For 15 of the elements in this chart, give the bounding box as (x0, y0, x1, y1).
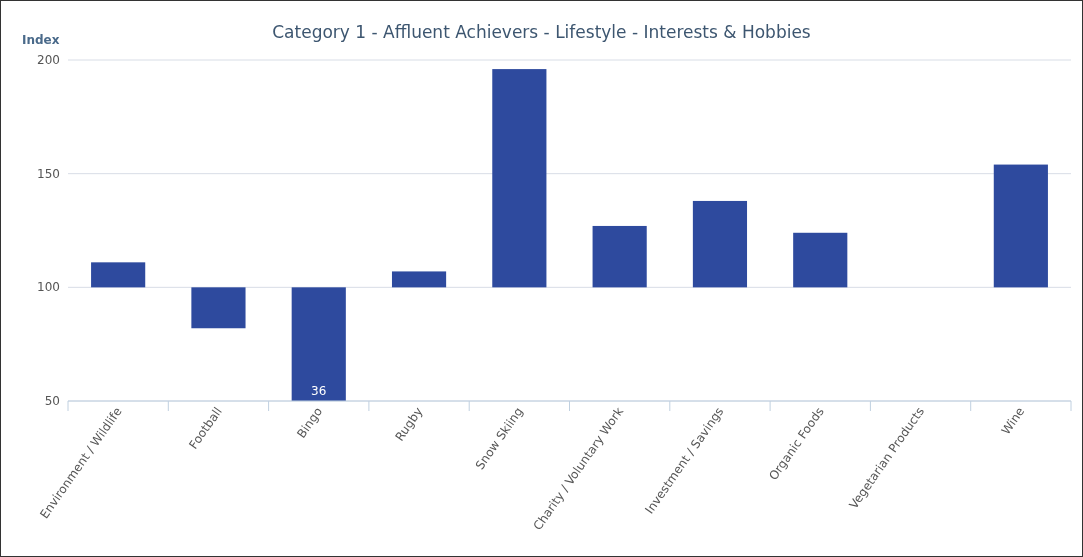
bar (391, 271, 447, 288)
bar (692, 200, 748, 288)
bar (592, 225, 647, 288)
y-tick-label: 100 (37, 280, 60, 295)
bar (492, 69, 547, 288)
y-tick-label: 200 (37, 53, 60, 67)
bar (793, 232, 848, 288)
data-label: 36 (311, 384, 327, 398)
bar (191, 287, 246, 329)
bar (993, 164, 1048, 288)
y-tick-label: 50 (44, 394, 60, 408)
bar (91, 262, 146, 288)
chart-title: Category 1 - Affluent Achievers - Lifestyle - Interests & Hobbies (272, 22, 811, 42)
y-axis-title: Index (22, 33, 60, 47)
y-tick-label: 150 (37, 166, 60, 181)
